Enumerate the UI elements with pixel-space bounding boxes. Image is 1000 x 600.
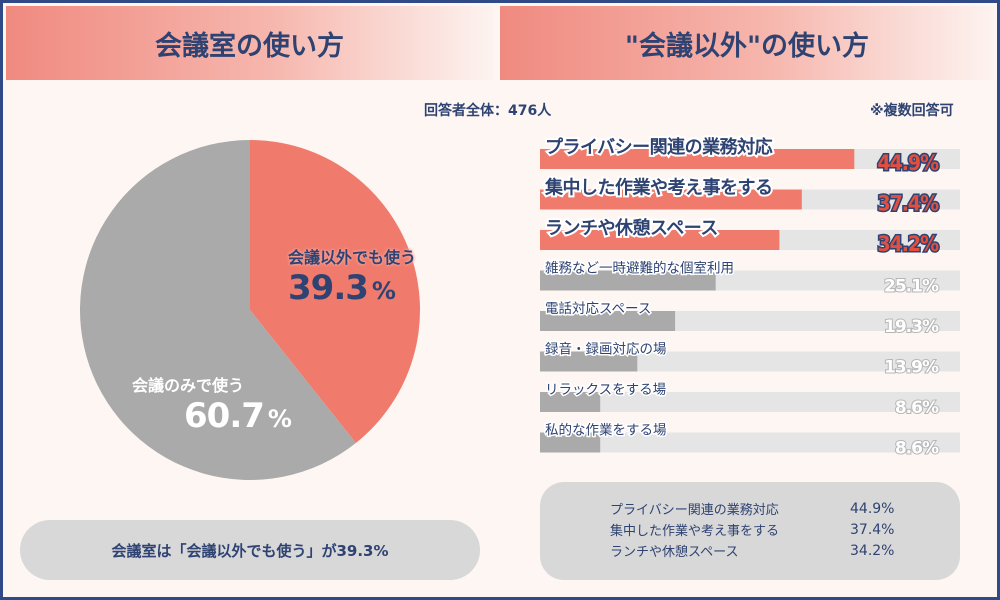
bar bbox=[540, 432, 601, 453]
summary-row-name: ランチや休憩スペース bbox=[610, 545, 739, 560]
summary-row: 集中した作業や考え事をする 37.4% bbox=[610, 519, 960, 540]
summary-row-pct: 44.9% bbox=[850, 500, 895, 517]
bar-value-label: 37.4% bbox=[877, 192, 939, 216]
summary-row-pct: 37.4% bbox=[850, 521, 895, 538]
pie-slice-value: 60.7% bbox=[184, 396, 292, 436]
bar-category-label: 集中した作業や考え事をする bbox=[544, 177, 773, 199]
pie-slice-value: 39.3% bbox=[288, 268, 396, 308]
bar bbox=[540, 351, 638, 372]
bar-track bbox=[540, 432, 960, 453]
pie-slice bbox=[80, 140, 356, 480]
bar-category-label: 電話対応スペース bbox=[545, 300, 651, 317]
bar-track bbox=[540, 392, 960, 412]
bar-value-label: 34.2% bbox=[877, 232, 939, 256]
pie-chart bbox=[80, 140, 420, 480]
bar bbox=[540, 311, 676, 331]
summary-row-name: プライバシー関連の業務対応 bbox=[610, 503, 779, 518]
bar bbox=[540, 189, 802, 210]
bar bbox=[540, 149, 855, 169]
pie-slice-label: 会議以外でも使う bbox=[288, 248, 417, 267]
pie-label-nonmeeting: 会議以外でも使う 39.3% bbox=[288, 244, 416, 308]
summary-row: プライバシー関連の業務対応 44.9% bbox=[610, 498, 960, 519]
bar-category-label: 録音・録画対応の場 bbox=[545, 341, 667, 358]
right-panel-title: "会議以外"の使い方 bbox=[500, 6, 994, 80]
bar-value-label: 8.6% bbox=[895, 439, 939, 459]
pie-slice-label: 会議のみで使う bbox=[132, 376, 245, 395]
bar-category-label: ランチや休憩スペース bbox=[545, 217, 718, 239]
left-summary: 会議室は「会議以外でも使う」が39.3% bbox=[20, 520, 480, 580]
summary-row-pct: 34.2% bbox=[850, 542, 895, 559]
bar-value-label: 44.9% bbox=[877, 151, 939, 175]
bar-value-label: 25.1% bbox=[884, 277, 939, 297]
bar bbox=[540, 230, 780, 250]
right-summary: プライバシー関連の業務対応 44.9% 集中した作業や考え事をする 37.4% … bbox=[540, 482, 960, 580]
pie-label-meeting-only: 会議のみで使う 60.7% bbox=[132, 372, 292, 436]
bar-value-label: 19.3% bbox=[884, 317, 939, 337]
bar-chart: プライバシー関連の業務対応 44.9% 集中した作業や考え事をする 37.4% ランチや… bbox=[540, 134, 960, 460]
bar-category-label: リラックスをする場 bbox=[545, 382, 666, 398]
bar-value-label: 8.6% bbox=[895, 398, 939, 418]
multi-answer-note: ※複数回答可 bbox=[870, 103, 954, 119]
bar-track bbox=[540, 351, 960, 372]
bar-value-label: 13.9% bbox=[884, 358, 939, 378]
bar-category-label: プライバシー関連の業務対応 bbox=[545, 136, 773, 158]
summary-row: ランチや休憩スペース 34.2% bbox=[610, 540, 960, 561]
bar bbox=[540, 270, 716, 291]
bar-category-label: 雑務など一時避難的な個室利用 bbox=[545, 260, 734, 277]
summary-row-name: 集中した作業や考え事をする bbox=[610, 524, 780, 539]
left-panel-title: 会議室の使い方 bbox=[6, 6, 493, 80]
bar-category-label: 私的な作業をする場 bbox=[545, 423, 667, 439]
respondent-count: 回答者全体：476人 bbox=[424, 103, 552, 119]
bar bbox=[540, 392, 601, 412]
pie-slice bbox=[250, 140, 420, 444]
